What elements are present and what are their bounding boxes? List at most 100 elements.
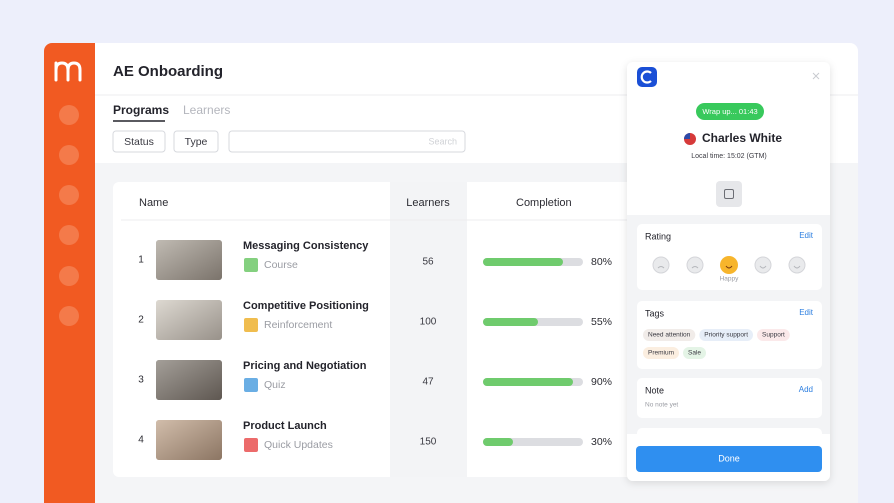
note-empty: No note yet bbox=[645, 402, 678, 409]
filter-button[interactable] bbox=[173, 130, 219, 153]
tag-label: Quiz bbox=[264, 379, 286, 391]
row-index: 2 bbox=[138, 315, 144, 326]
calendar-button[interactable] bbox=[716, 181, 742, 207]
thumbnail-overlay bbox=[156, 360, 222, 400]
panel-logo-mark bbox=[640, 70, 652, 84]
progress-bar bbox=[483, 438, 513, 446]
completion-label: 55% bbox=[591, 316, 612, 328]
completion-label: 80% bbox=[591, 256, 612, 268]
flag-canton bbox=[684, 133, 690, 139]
tag-label: Course bbox=[264, 259, 298, 271]
progress-bar bbox=[483, 258, 563, 266]
emoji-face bbox=[793, 265, 801, 269]
section-action[interactable]: Edit bbox=[799, 308, 814, 317]
tag-swatch bbox=[244, 378, 258, 392]
learners-count: 47 bbox=[422, 377, 434, 388]
tag[interactable]: Need attention bbox=[643, 329, 696, 341]
logo bbox=[54, 61, 82, 82]
thumbnail-overlay bbox=[156, 420, 222, 460]
rating-emoji[interactable] bbox=[652, 256, 670, 274]
tag-text: Support bbox=[762, 332, 785, 339]
nav-icon[interactable] bbox=[59, 145, 79, 165]
section-title: Rating bbox=[645, 231, 671, 241]
tag-swatch bbox=[244, 258, 258, 272]
completion-label: 90% bbox=[591, 376, 612, 388]
rating-label: Happy bbox=[720, 276, 740, 283]
learners-count: 56 bbox=[422, 257, 434, 268]
section-title: Note bbox=[645, 385, 664, 395]
tab[interactable]: Learners bbox=[183, 103, 230, 117]
tag-pill bbox=[683, 347, 707, 359]
tag-pill bbox=[699, 329, 754, 341]
thumbnail-overlay bbox=[156, 240, 222, 280]
search-box[interactable] bbox=[228, 130, 466, 153]
nav-icon[interactable] bbox=[59, 306, 79, 326]
local-time: Local time: 15:02 (GTM) bbox=[691, 153, 766, 160]
program-title[interactable]: Competitive Positioning bbox=[243, 300, 369, 312]
close-button[interactable] bbox=[812, 72, 820, 80]
column-header: Name bbox=[139, 197, 168, 209]
contact-name: Charles White bbox=[702, 131, 782, 145]
progress-bar bbox=[483, 378, 573, 386]
section-action[interactable]: Edit bbox=[799, 231, 814, 240]
tag-text: Sale bbox=[688, 350, 701, 357]
tag[interactable]: Priority support bbox=[699, 329, 754, 341]
done-button[interactable] bbox=[636, 446, 822, 472]
timer-pill bbox=[696, 103, 764, 120]
section-action[interactable]: Add bbox=[799, 385, 813, 394]
tag[interactable]: Premium bbox=[643, 347, 680, 359]
tag-text: Premium bbox=[648, 350, 674, 357]
nav-icon[interactable] bbox=[59, 225, 79, 245]
learners-count: 150 bbox=[420, 437, 437, 448]
tag-text: Need attention bbox=[648, 332, 691, 339]
thumbnail-overlay bbox=[156, 300, 222, 340]
filter-label: Type bbox=[185, 136, 208, 148]
program-title[interactable]: Messaging Consistency bbox=[243, 240, 369, 252]
emoji-face bbox=[691, 266, 699, 269]
rating-emoji[interactable] bbox=[686, 256, 704, 274]
emoji-face bbox=[759, 265, 767, 269]
filter-button[interactable] bbox=[112, 130, 166, 153]
tag-text: Priority support bbox=[704, 332, 748, 339]
learners-count: 100 bbox=[420, 317, 437, 328]
tag-swatch bbox=[244, 318, 258, 332]
section-card bbox=[637, 378, 822, 418]
nav-icon[interactable] bbox=[59, 266, 79, 286]
tag-pill bbox=[643, 347, 680, 359]
nav-icon[interactable] bbox=[59, 105, 79, 125]
program-title[interactable]: Pricing and Negotiation bbox=[243, 360, 367, 372]
tag-label: Quick Updates bbox=[264, 439, 333, 451]
row-index: 4 bbox=[138, 435, 144, 446]
progress-bar bbox=[483, 318, 538, 326]
panel-head bbox=[627, 62, 830, 215]
timer: Wrap up... 01:43 bbox=[702, 107, 757, 116]
search-placeholder: Search bbox=[428, 136, 457, 146]
completion-label: 30% bbox=[591, 436, 612, 448]
rating-emoji[interactable] bbox=[720, 256, 738, 274]
rating-emoji[interactable] bbox=[788, 256, 806, 274]
tag-pill bbox=[643, 329, 696, 341]
filter-label: Status bbox=[124, 136, 154, 148]
panel-logo bbox=[637, 67, 657, 87]
tag[interactable]: Sale bbox=[683, 347, 707, 359]
tab[interactable]: Programs bbox=[113, 103, 169, 117]
learners-column bbox=[390, 182, 467, 477]
emoji-face bbox=[725, 265, 733, 269]
calendar-icon bbox=[724, 189, 734, 199]
section-title: Tags bbox=[645, 308, 665, 318]
tag[interactable]: Support bbox=[757, 329, 790, 341]
column-header: Completion bbox=[516, 197, 572, 209]
program-title[interactable]: Product Launch bbox=[243, 420, 327, 432]
emoji-face bbox=[657, 266, 665, 269]
tag-swatch bbox=[244, 438, 258, 452]
row-index: 3 bbox=[138, 375, 144, 386]
page-title: AE Onboarding bbox=[113, 63, 223, 80]
tag-pill bbox=[757, 329, 790, 341]
column-header: Learners bbox=[406, 197, 450, 209]
row-index: 1 bbox=[138, 255, 144, 266]
nav-icon[interactable] bbox=[59, 185, 79, 205]
rating-emoji[interactable] bbox=[754, 256, 772, 274]
done-label: Done bbox=[718, 453, 740, 463]
